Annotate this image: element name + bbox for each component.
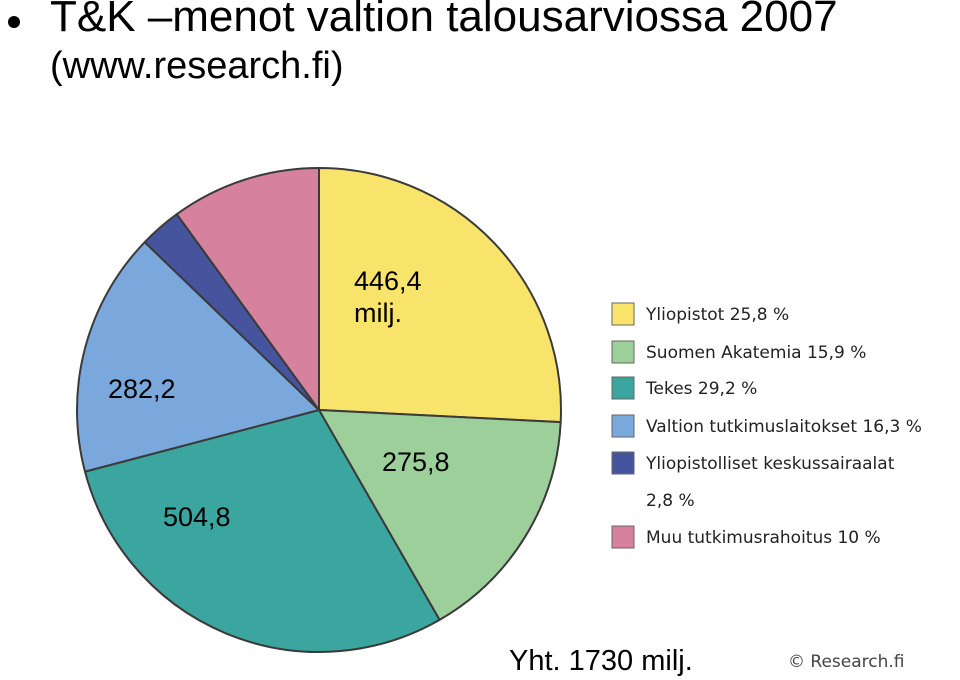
legend-swatch <box>611 376 635 400</box>
legend-label: Muu tutkimusrahoitus 10 % <box>646 528 881 548</box>
slice-value-label: 446,4 milj. <box>354 266 422 328</box>
legend-swatch <box>611 302 635 326</box>
legend-swatch <box>611 525 635 549</box>
pie-slice-muu-tutkimusrahoitus <box>175 167 320 411</box>
slice-value-label: 504,8 <box>163 502 231 532</box>
legend-swatch <box>611 340 635 364</box>
bullet-icon <box>8 16 20 28</box>
slide-subtitle: (www.research.fi) <box>50 45 344 87</box>
legend-label: Yliopistolliset keskussairaalat 2,8 % <box>645 454 895 511</box>
pie-slice-yliopistot <box>318 167 562 424</box>
legend-label: Suomen Akatemia 15,9 % <box>646 343 866 363</box>
pie-slice-tekes <box>83 409 441 653</box>
copyright-label: © Research.fi <box>788 652 905 672</box>
slide-title: T&K –menot valtion talousarviossa 2007 <box>50 0 838 41</box>
pie-slice-valtion-tutkimuslaitokset <box>76 241 320 473</box>
legend-label: Tekes 29,2 % <box>645 379 757 399</box>
legend-label: Yliopistot 25,8 % <box>645 305 789 325</box>
legend-swatch <box>611 451 635 475</box>
legend-swatch <box>611 414 635 438</box>
legend-label: Valtion tutkimuslaitokset 16,3 % <box>646 417 922 437</box>
pie-slice-suomen-akatemia <box>318 409 562 621</box>
slice-value-label: 282,2 <box>108 374 176 404</box>
slice-value-label: 275,8 <box>382 447 450 477</box>
total-label: Yht. 1730 milj. <box>509 645 693 677</box>
